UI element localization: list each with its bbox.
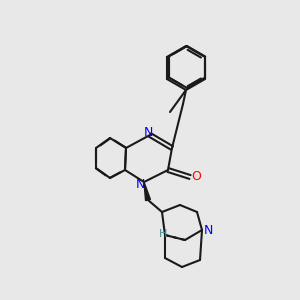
Text: H: H [159, 229, 167, 239]
Text: N: N [203, 224, 213, 236]
Text: O: O [191, 170, 201, 184]
Polygon shape [144, 182, 150, 200]
Text: N: N [143, 125, 153, 139]
Text: N: N [135, 178, 145, 191]
